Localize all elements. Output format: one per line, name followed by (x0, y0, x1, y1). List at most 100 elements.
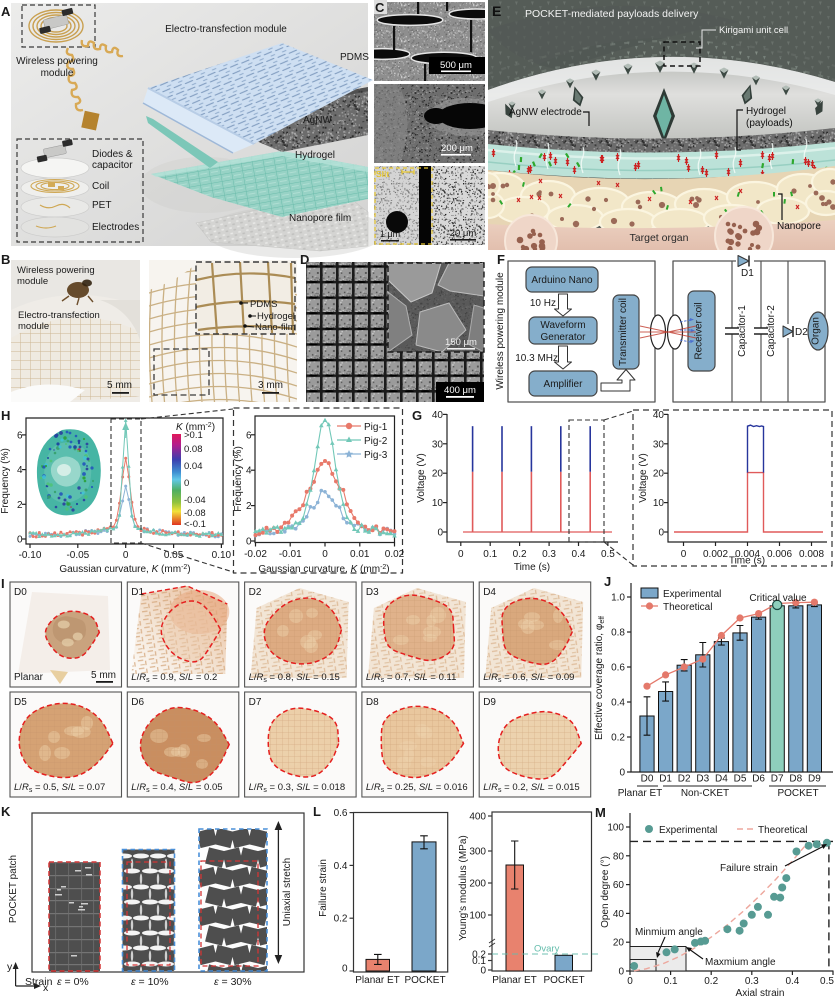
svg-text:0.6: 0.6 (334, 808, 348, 819)
svg-text:H: H (1, 408, 10, 423)
svg-text:Frequency (%): Frequency (%) (0, 448, 11, 514)
svg-text:0: 0 (458, 549, 464, 560)
svg-text:AgNW electrode: AgNW electrode (509, 107, 582, 118)
svg-text:Kirigami unit cell: Kirigami unit cell (719, 25, 788, 36)
svg-text:0: 0 (619, 768, 625, 779)
svg-text:G: G (412, 408, 422, 423)
svg-text:D1: D1 (659, 774, 672, 785)
svg-text:-0.10: -0.10 (19, 550, 42, 561)
svg-text:0.3: 0.3 (745, 976, 759, 987)
svg-text:D9: D9 (808, 774, 821, 785)
svg-text:Wireless powering: Wireless powering (17, 265, 95, 276)
svg-text:20: 20 (432, 469, 444, 480)
svg-text:ε = 10%: ε = 10% (131, 976, 169, 988)
svg-text:>0.1: >0.1 (184, 430, 203, 441)
svg-text:0: 0 (618, 967, 624, 978)
svg-text:Experimental: Experimental (659, 825, 717, 836)
svg-text:L/Rs = 0.7, S/L = 0.11: L/Rs = 0.7, S/L = 0.11 (366, 672, 457, 684)
svg-text:Gaussian curvature, K (mm-2): Gaussian curvature, K (mm-2) (59, 564, 190, 575)
svg-text:0.002: 0.002 (703, 549, 728, 560)
svg-text:-0.01: -0.01 (279, 549, 302, 560)
svg-text:Time (s): Time (s) (729, 556, 765, 567)
svg-text:Pig-1: Pig-1 (364, 422, 388, 433)
svg-text:0.10: 0.10 (212, 550, 232, 561)
svg-text:Hydrogel: Hydrogel (746, 106, 786, 117)
svg-text:10: 10 (653, 498, 665, 509)
svg-text:Axial strain: Axial strain (736, 988, 785, 999)
svg-text:0.2: 0.2 (472, 950, 486, 961)
svg-text:0: 0 (17, 535, 23, 546)
svg-text:x: x (43, 982, 49, 994)
svg-text:Transmitter coil: Transmitter coil (618, 298, 629, 366)
svg-text:POCKET: POCKET (543, 975, 584, 986)
svg-text:1.0: 1.0 (611, 593, 625, 604)
svg-text:L/Rs = 0.25, S/L = 0.016: L/Rs = 0.25, S/L = 0.016 (366, 782, 468, 794)
svg-text:Planar ET: Planar ET (618, 788, 662, 799)
svg-text:-0.02: -0.02 (244, 549, 267, 560)
svg-text:0.4: 0.4 (334, 861, 348, 872)
svg-text:Pig-2: Pig-2 (364, 436, 388, 447)
svg-text:Nano-film: Nano-film (255, 322, 296, 333)
svg-text:Nanopore: Nanopore (777, 221, 821, 232)
svg-text:Young's modulus (MPa): Young's modulus (MPa) (458, 835, 469, 940)
svg-text:0: 0 (681, 549, 687, 560)
svg-text:Frequency (%): Frequency (%) (233, 446, 244, 512)
svg-text:0: 0 (480, 966, 486, 977)
svg-text:module: module (41, 68, 74, 79)
svg-text:Theoretical: Theoretical (663, 602, 712, 613)
svg-text:D8: D8 (366, 697, 379, 708)
svg-text:Capacitor-1: Capacitor-1 (737, 305, 748, 357)
svg-text:J: J (604, 574, 611, 589)
svg-text:Organ: Organ (811, 317, 822, 345)
svg-text:Maxmium angle: Maxmium angle (705, 957, 776, 968)
svg-text:L: L (313, 804, 321, 819)
svg-text:0.05: 0.05 (164, 550, 184, 561)
svg-text:D4: D4 (715, 774, 728, 785)
svg-text:L/Rs = 0.2, S/L = 0.015: L/Rs = 0.2, S/L = 0.015 (483, 782, 580, 794)
svg-text:D0: D0 (641, 774, 654, 785)
svg-text:40: 40 (432, 410, 444, 421)
svg-text:Critical value: Critical value (749, 593, 807, 604)
svg-text:Diodes &: Diodes & (92, 149, 133, 160)
svg-text:5 mm: 5 mm (91, 670, 116, 681)
svg-text:Wireless powering module: Wireless powering module (495, 272, 506, 390)
svg-text:D3: D3 (696, 774, 709, 785)
svg-text:ε = 0%: ε = 0% (57, 976, 89, 988)
svg-text:0: 0 (246, 537, 252, 548)
svg-text:Amplifier: Amplifier (544, 379, 584, 390)
svg-text:0.1: 0.1 (472, 956, 486, 967)
svg-text:Failure strain: Failure strain (720, 863, 778, 874)
svg-text:K (mm-2): K (mm-2) (176, 422, 215, 433)
svg-text:40: 40 (613, 909, 625, 920)
svg-text:module: module (18, 321, 49, 332)
svg-text:POCKET patch: POCKET patch (8, 855, 19, 923)
svg-text:0.4: 0.4 (785, 976, 799, 987)
svg-text:0.2: 0.2 (513, 549, 527, 560)
svg-text:Hydrogel: Hydrogel (295, 150, 335, 161)
svg-text:20 μm: 20 μm (450, 228, 477, 239)
svg-text:400: 400 (469, 812, 486, 823)
svg-text:D3: D3 (366, 587, 379, 598)
svg-text:Arduino Nano: Arduino Nano (531, 275, 593, 286)
svg-text:L/Rs = 0.8, S/L = 0.15: L/Rs = 0.8, S/L = 0.15 (249, 672, 340, 684)
svg-text:L/Rs = 0.4, S/L = 0.05: L/Rs = 0.4, S/L = 0.05 (131, 782, 222, 794)
svg-text:D5: D5 (14, 697, 27, 708)
svg-text:Capacitor-2: Capacitor-2 (766, 305, 777, 357)
svg-text:D2: D2 (795, 327, 808, 338)
svg-text:4: 4 (246, 466, 252, 477)
svg-text:Uniaxial stretch: Uniaxial stretch (282, 858, 293, 926)
svg-text:L/Rs = 0.6, S/L = 0.09: L/Rs = 0.6, S/L = 0.09 (483, 672, 574, 684)
svg-text:C: C (375, 0, 385, 15)
svg-text:0.4: 0.4 (611, 698, 625, 709)
svg-text:Ovary: Ovary (534, 944, 560, 955)
svg-text:4: 4 (17, 465, 23, 476)
svg-text:0.004: 0.004 (735, 549, 760, 560)
svg-text:<-0.1: <-0.1 (184, 519, 206, 530)
svg-text:POCKET: POCKET (777, 788, 818, 799)
svg-text:0.1: 0.1 (483, 549, 497, 560)
svg-text:200 μm: 200 μm (441, 143, 473, 154)
svg-text:Planar ET: Planar ET (492, 975, 536, 986)
svg-text:Hydrogel: Hydrogel (257, 311, 295, 322)
svg-text:100: 100 (469, 911, 486, 922)
svg-text:150 μm: 150 μm (445, 337, 477, 348)
